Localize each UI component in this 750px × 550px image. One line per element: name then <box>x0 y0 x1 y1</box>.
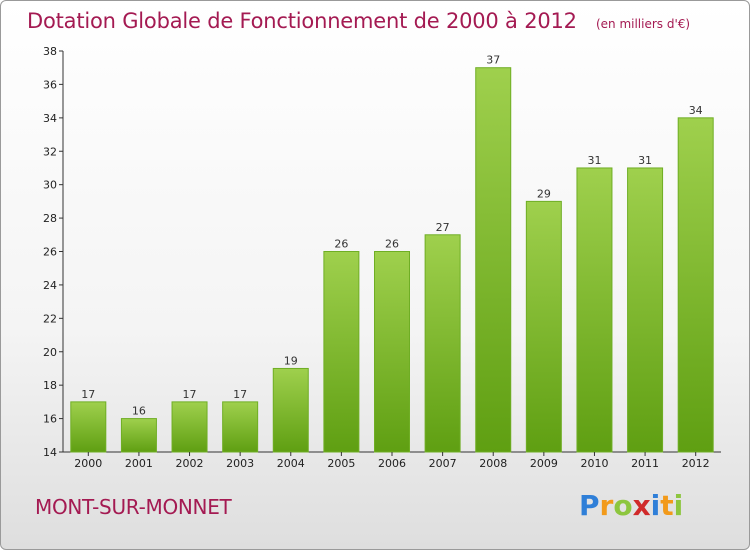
bar <box>424 234 461 453</box>
bar <box>323 251 360 453</box>
y-tick-label: 16 <box>43 413 57 426</box>
bar-value-label: 26 <box>385 238 399 251</box>
logo-letter: i <box>673 489 684 522</box>
x-tick-label: 2006 <box>378 457 406 470</box>
x-tick-label: 2012 <box>682 457 710 470</box>
y-tick-label: 28 <box>43 212 57 225</box>
bar-value-label: 31 <box>587 154 601 167</box>
bar <box>525 200 562 453</box>
commune-name: MONT-SUR-MONNET <box>35 495 232 519</box>
y-tick-label: 26 <box>43 246 57 259</box>
x-tick-label: 2003 <box>226 457 254 470</box>
bar <box>171 401 208 453</box>
bar <box>120 418 157 453</box>
x-tick-label: 2004 <box>277 457 305 470</box>
bar-value-label: 29 <box>537 187 551 200</box>
bar-value-label: 17 <box>233 388 247 401</box>
x-tick-label: 2009 <box>530 457 558 470</box>
logo-letter: P <box>579 489 600 522</box>
y-tick-label: 22 <box>43 312 57 325</box>
bar-value-label: 19 <box>284 354 298 367</box>
logo-letter: x <box>632 489 651 522</box>
proxiti-logo: Proxiti <box>579 489 683 522</box>
y-tick-label: 18 <box>43 379 57 392</box>
x-tick-label: 2008 <box>479 457 507 470</box>
bar-value-label: 16 <box>132 405 146 418</box>
y-tick-label: 38 <box>43 45 57 58</box>
bar <box>222 401 259 453</box>
x-tick-label: 2002 <box>176 457 204 470</box>
bar <box>272 367 309 453</box>
y-tick-label: 36 <box>43 78 57 91</box>
bar-value-label: 34 <box>689 104 703 117</box>
bar-value-label: 31 <box>638 154 652 167</box>
y-tick-label: 14 <box>43 446 57 459</box>
y-tick-label: 20 <box>43 346 57 359</box>
chart-title: Dotation Globale de Fonctionnement de 20… <box>27 9 577 33</box>
x-tick-label: 2011 <box>631 457 659 470</box>
bar <box>576 167 613 453</box>
bar-value-label: 17 <box>183 388 197 401</box>
logo-letter: o <box>613 489 633 522</box>
logo-letter: i <box>650 489 661 522</box>
chart-unit: (en milliers d'€) <box>595 17 691 31</box>
x-tick-label: 2005 <box>327 457 355 470</box>
logo-letter: t <box>660 489 674 522</box>
x-tick-label: 2001 <box>125 457 153 470</box>
x-tick-label: 2000 <box>74 457 102 470</box>
bar <box>374 251 410 453</box>
y-tick-label: 32 <box>43 145 57 158</box>
bar <box>627 167 664 453</box>
bar-value-label: 17 <box>81 388 95 401</box>
bar-value-label: 27 <box>436 221 450 234</box>
x-tick-label: 2007 <box>429 457 457 470</box>
bar-value-label: 37 <box>486 54 500 67</box>
bar <box>70 401 107 453</box>
logo-letter: r <box>599 489 614 522</box>
bar <box>677 117 714 453</box>
y-tick-label: 30 <box>43 179 57 192</box>
chart-header: Dotation Globale de Fonctionnement de 20… <box>27 9 690 33</box>
y-tick-label: 24 <box>43 279 57 292</box>
bar-value-label: 26 <box>334 238 348 251</box>
x-tick-label: 2010 <box>580 457 608 470</box>
y-tick-label: 34 <box>43 112 57 125</box>
bar <box>475 67 512 453</box>
